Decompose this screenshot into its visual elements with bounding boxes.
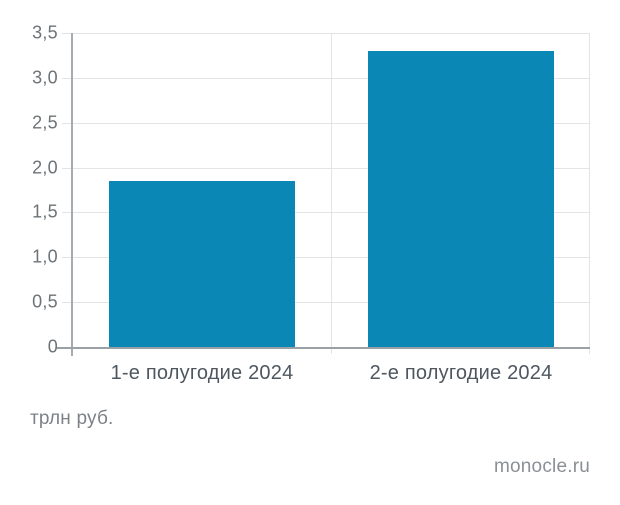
units-label: трлн руб. xyxy=(30,408,114,429)
y-tick-label: 3,0 xyxy=(32,67,58,88)
y-axis-line xyxy=(71,33,73,356)
y-tick-label: 1,5 xyxy=(32,201,58,222)
v-gridline xyxy=(331,33,332,354)
y-gridline xyxy=(62,302,590,303)
y-gridline xyxy=(62,212,590,213)
y-tick-label: 0 xyxy=(47,336,58,357)
y-tick-label: 0,5 xyxy=(32,291,58,312)
v-gridline xyxy=(589,33,590,354)
y-tick-label: 2,0 xyxy=(32,157,58,178)
x-tick-label: 2-е полугодие 2024 xyxy=(369,362,553,384)
x-tick-label: 1-е полугодие 2024 xyxy=(110,362,294,384)
y-tick-label: 3,5 xyxy=(32,22,58,43)
y-gridline xyxy=(62,168,590,169)
y-tick-label: 2,5 xyxy=(32,112,58,133)
bar xyxy=(109,181,295,347)
y-gridline xyxy=(62,33,590,34)
x-axis-line xyxy=(57,347,590,349)
source-credit: monocle.ru xyxy=(494,456,590,477)
y-gridline xyxy=(62,123,590,124)
y-tick-label: 1,0 xyxy=(32,246,58,267)
y-gridline xyxy=(62,78,590,79)
y-gridline xyxy=(62,257,590,258)
bar xyxy=(368,51,554,347)
